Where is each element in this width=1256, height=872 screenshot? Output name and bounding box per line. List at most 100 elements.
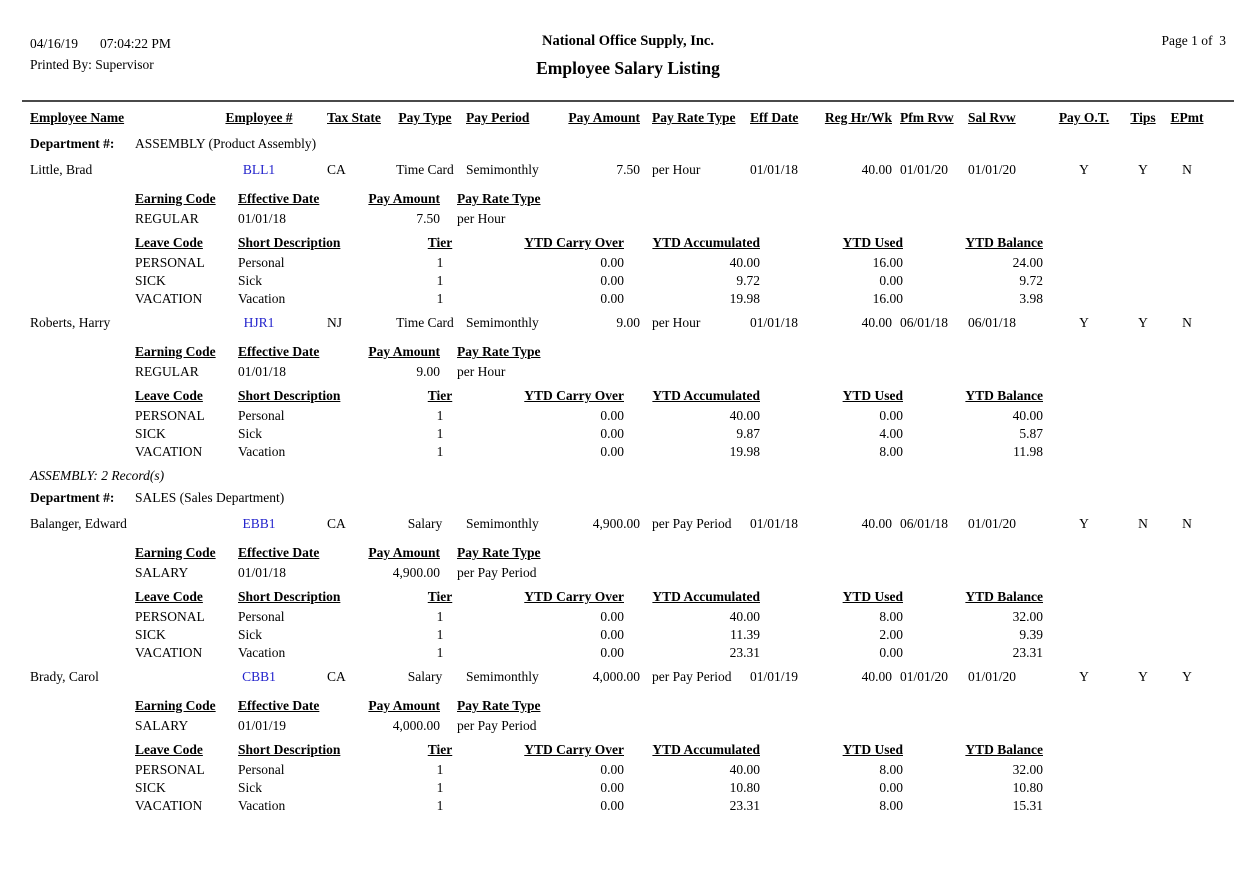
leave-table: Leave Code Short Description Tier YTD Ca… (0, 742, 1256, 816)
leave-row: VACATION Vacation 1 0.00 19.98 16.00 3.9… (0, 291, 1256, 309)
header-ytd-used: YTD Used (842, 742, 903, 757)
header-employee-name: Employee Name (30, 110, 125, 125)
header-short-description: Short Description (238, 742, 341, 757)
leave-tier: 1 (436, 645, 444, 660)
earning-pay-rate-type: per Pay Period (457, 718, 537, 733)
leave-row: VACATION Vacation 1 0.00 23.31 0.00 23.3… (0, 645, 1256, 663)
leave-ytd-balance: 9.39 (1019, 627, 1043, 642)
pay-amount: 9.00 (616, 315, 640, 330)
header-ytd-used: YTD Used (842, 235, 903, 250)
leave-ytd-used: 8.00 (879, 762, 903, 777)
leave-ytd-used: 0.00 (879, 645, 903, 660)
leave-ytd-accumulated: 19.98 (729, 444, 760, 459)
epmt-flag: Y (1182, 669, 1192, 684)
header-tier: Tier (427, 742, 453, 757)
leave-tier: 1 (436, 780, 444, 795)
earning-row: REGULAR 01/01/18 7.50 per Hour (0, 211, 1256, 229)
leave-ytd-carry-over: 0.00 (600, 255, 624, 270)
employee-number-link[interactable]: CBB1 (242, 669, 276, 684)
leave-description: Vacation (238, 291, 286, 306)
leave-tier: 1 (436, 798, 444, 813)
report-titles: National Office Supply, Inc. Employee Sa… (0, 33, 1256, 79)
earnings-headers: Earning Code Effective Date Pay Amount P… (0, 191, 1256, 211)
earnings-headers: Earning Code Effective Date Pay Amount P… (0, 344, 1256, 364)
leave-rows: PERSONAL Personal 1 0.00 40.00 0.00 40.0… (0, 408, 1256, 462)
reg-hr-wk: 40.00 (861, 669, 892, 684)
header-ytd-balance: YTD Balance (965, 235, 1043, 250)
pay-ot-flag: Y (1079, 162, 1089, 177)
earning-row: SALARY 01/01/19 4,000.00 per Pay Period (0, 718, 1256, 736)
eff-date: 01/01/18 (750, 162, 799, 177)
header-earning-code: Earning Code (135, 698, 216, 713)
employee-number-link[interactable]: BLL1 (242, 162, 276, 177)
employee-summary-row: Brady, Carol CBB1 CA Salary Semimonthly … (0, 669, 1256, 693)
pay-period: Semimonthly (466, 516, 539, 531)
header-earning-code: Earning Code (135, 545, 216, 560)
earning-rows: SALARY 01/01/18 4,900.00 per Pay Period (0, 565, 1256, 583)
employee-block: Balanger, Edward EBB1 CA Salary Semimont… (0, 516, 1256, 663)
leave-tier: 1 (436, 408, 444, 423)
leave-ytd-used: 0.00 (879, 780, 903, 795)
earning-pay-amount: 4,000.00 (392, 718, 440, 733)
header-leave-code: Leave Code (135, 388, 203, 403)
pay-amount: 4,000.00 (592, 669, 640, 684)
print-info: 04/16/19 07:04:22 PM Printed By: Supervis… (30, 33, 171, 75)
leave-description: Sick (238, 627, 263, 642)
reg-hr-wk: 40.00 (861, 315, 892, 330)
leave-ytd-accumulated: 40.00 (729, 762, 760, 777)
department-group: Department #: SALES (Sales Department) B… (0, 490, 1256, 816)
earnings-table: Earning Code Effective Date Pay Amount P… (0, 191, 1256, 229)
header-ytd-used: YTD Used (842, 388, 903, 403)
pay-period: Semimonthly (466, 162, 539, 177)
leave-ytd-balance: 15.31 (1012, 798, 1043, 813)
header-short-description: Short Description (238, 388, 341, 403)
leave-ytd-accumulated: 9.72 (736, 273, 760, 288)
header-employee-number: Employee # (225, 110, 293, 125)
company-name: National Office Supply, Inc. (541, 33, 714, 49)
earning-code: REGULAR (135, 364, 199, 379)
tax-state: NJ (327, 315, 343, 330)
header-earning-pay-amount: Pay Amount (368, 191, 440, 206)
leave-rows: PERSONAL Personal 1 0.00 40.00 8.00 32.0… (0, 762, 1256, 816)
main-column-headers: Employee Name Employee # Tax State Pay T… (0, 110, 1256, 134)
leave-headers: Leave Code Short Description Tier YTD Ca… (0, 235, 1256, 255)
header-pay-rate-type: Pay Rate Type (652, 110, 736, 125)
leave-table: Leave Code Short Description Tier YTD Ca… (0, 589, 1256, 663)
leave-description: Vacation (238, 798, 286, 813)
leave-row: PERSONAL Personal 1 0.00 40.00 8.00 32.0… (0, 609, 1256, 627)
pay-type: Time Card (396, 162, 454, 177)
leave-ytd-accumulated: 40.00 (729, 255, 760, 270)
header-tier: Tier (427, 235, 453, 250)
tips-flag: N (1138, 516, 1148, 531)
earning-effective-date: 01/01/18 (238, 211, 287, 226)
header-sal-rvw: Sal Rvw (968, 110, 1016, 125)
leave-ytd-accumulated: 40.00 (729, 609, 760, 624)
department-footer-row: ASSEMBLY: 2 Record(s) (0, 468, 1256, 486)
leave-ytd-carry-over: 0.00 (600, 780, 624, 795)
leave-ytd-balance: 32.00 (1012, 762, 1043, 777)
leave-tier: 1 (436, 255, 444, 270)
leave-ytd-used: 16.00 (872, 255, 903, 270)
header-ytd-carry-over: YTD Carry Over (524, 235, 624, 250)
employee-summary-row: Balanger, Edward EBB1 CA Salary Semimont… (0, 516, 1256, 540)
leave-row: SICK Sick 1 0.00 11.39 2.00 9.39 (0, 627, 1256, 645)
header-tier: Tier (427, 589, 453, 604)
header-earning-effective-date: Effective Date (238, 191, 320, 206)
employee-number-link[interactable]: EBB1 (242, 516, 276, 531)
header-ytd-accumulated: YTD Accumulated (652, 742, 760, 757)
header-earning-code: Earning Code (135, 191, 216, 206)
earning-pay-amount: 9.00 (416, 364, 440, 379)
leave-ytd-carry-over: 0.00 (600, 762, 624, 777)
header-pfm-rvw: Pfm Rvw (900, 110, 954, 125)
header-ytd-balance: YTD Balance (965, 589, 1043, 604)
sal-rvw-date: 01/01/20 (968, 516, 1017, 531)
leave-ytd-accumulated: 9.87 (736, 426, 760, 441)
leave-row: SICK Sick 1 0.00 9.87 4.00 5.87 (0, 426, 1256, 444)
pay-ot-flag: Y (1079, 516, 1089, 531)
leave-description: Sick (238, 780, 263, 795)
leave-ytd-carry-over: 0.00 (600, 444, 624, 459)
employee-number-link[interactable]: HJR1 (243, 315, 275, 330)
pay-amount: 4,900.00 (592, 516, 640, 531)
header-reg-hr-wk: Reg Hr/Wk (824, 110, 892, 125)
